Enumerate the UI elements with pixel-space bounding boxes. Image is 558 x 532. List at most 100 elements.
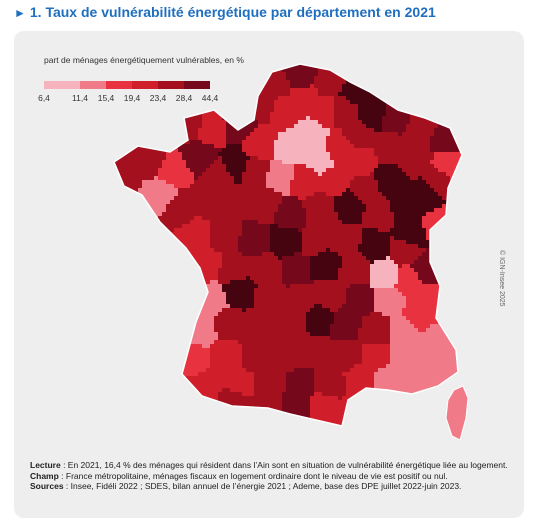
department-cell — [442, 104, 447, 109]
department-cell — [298, 172, 303, 177]
department-cell — [318, 172, 323, 177]
department-cell — [134, 268, 139, 273]
department-cell — [422, 196, 427, 201]
department-cell — [334, 176, 339, 181]
department-cell — [406, 136, 411, 141]
department-cell — [122, 272, 127, 277]
department-cell — [194, 116, 199, 121]
department-cell — [202, 236, 207, 241]
department-cell — [334, 184, 339, 189]
department-cell — [450, 236, 455, 241]
department-cell — [210, 172, 215, 177]
department-cell — [326, 88, 331, 93]
department-cell — [266, 180, 271, 185]
department-cell — [446, 240, 451, 245]
department-cell — [174, 268, 179, 273]
department-cell — [442, 196, 447, 201]
department-cell — [122, 244, 127, 249]
department-cell — [358, 168, 363, 173]
department-cell — [246, 184, 251, 189]
department-cell — [266, 212, 271, 217]
department-cell — [286, 212, 291, 217]
department-cell — [354, 120, 359, 125]
department-cell — [322, 80, 327, 85]
department-cell — [122, 108, 127, 113]
department-cell — [258, 200, 263, 205]
department-cell — [370, 96, 375, 101]
department-cell — [218, 220, 223, 225]
department-cell — [198, 260, 203, 265]
department-cell — [226, 156, 231, 161]
department-cell — [146, 116, 151, 121]
department-cell — [454, 68, 459, 73]
department-cell — [270, 244, 275, 249]
department-cell — [166, 252, 171, 257]
department-cell — [378, 256, 383, 261]
department-cell — [390, 116, 395, 121]
department-cell — [130, 276, 135, 281]
department-cell — [334, 216, 339, 221]
department-cell — [330, 268, 335, 273]
department-cell — [310, 200, 315, 205]
department-cell — [134, 156, 139, 161]
department-cell — [230, 220, 235, 225]
department-cell — [246, 268, 251, 273]
department-cell — [462, 120, 466, 124]
department-cell — [438, 172, 443, 177]
department-cell — [126, 76, 131, 81]
department-cell — [278, 204, 283, 209]
department-cell — [438, 244, 443, 249]
department-cell — [374, 124, 379, 129]
department-cell — [182, 68, 187, 73]
department-cell — [410, 168, 415, 173]
department-cell — [286, 136, 291, 141]
department-cell — [390, 124, 395, 129]
department-cell — [114, 280, 119, 285]
department-cell — [382, 128, 387, 133]
department-cell — [330, 276, 335, 281]
department-cell — [386, 124, 391, 129]
department-cell — [362, 252, 367, 257]
department-cell — [318, 116, 323, 121]
department-cell — [174, 256, 179, 261]
department-cell — [250, 164, 255, 169]
department-cell — [354, 192, 359, 197]
department-cell — [114, 144, 115, 149]
department-cell — [434, 160, 439, 165]
department-cell — [258, 220, 263, 225]
department-cell — [222, 88, 227, 93]
department-cell — [426, 140, 431, 145]
department-cell — [258, 188, 263, 193]
department-cell — [310, 132, 315, 137]
department-cell — [358, 172, 363, 177]
department-cell — [150, 68, 155, 73]
department-cell — [302, 152, 307, 157]
department-cell — [302, 80, 307, 85]
department-cell — [222, 120, 227, 125]
department-cell — [326, 208, 331, 213]
department-cell — [374, 260, 379, 265]
department-cell — [446, 176, 451, 181]
department-cell — [334, 212, 339, 217]
department-cell — [378, 228, 383, 233]
department-cell — [370, 200, 375, 205]
department-cell — [390, 64, 395, 69]
department-cell — [138, 152, 143, 157]
department-cell — [446, 272, 451, 277]
department-cell — [118, 192, 123, 197]
department-cell — [422, 228, 427, 233]
department-cell — [462, 256, 466, 260]
department-cell — [270, 140, 275, 145]
department-cell — [314, 200, 319, 205]
department-cell — [462, 244, 466, 248]
department-cell — [386, 104, 391, 109]
department-cell — [202, 68, 207, 73]
department-cell — [414, 96, 419, 101]
department-cell — [130, 192, 135, 197]
department-cell — [374, 264, 379, 269]
department-cell — [218, 104, 223, 109]
department-cell — [446, 260, 451, 265]
department-cell — [114, 212, 119, 217]
department-cell — [318, 72, 323, 77]
department-cell — [226, 256, 231, 261]
